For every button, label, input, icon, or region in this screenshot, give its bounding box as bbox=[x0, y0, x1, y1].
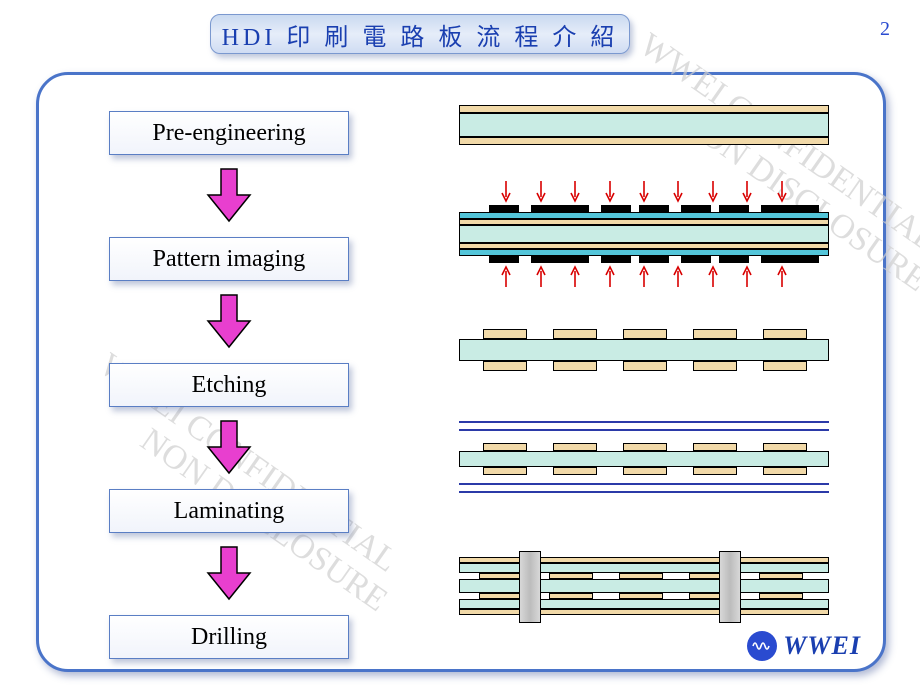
step-drilling: Drilling bbox=[109, 615, 349, 659]
page-number: 2 bbox=[880, 18, 890, 41]
logo-icon bbox=[747, 631, 777, 661]
title-text: HDI 印 刷 電 路 板 流 程 介 紹 bbox=[222, 17, 619, 52]
flow-arrow-icon bbox=[206, 545, 252, 601]
diagram-laminating bbox=[459, 421, 829, 501]
flow-arrow-icon bbox=[206, 167, 252, 223]
flowchart-column: Pre-engineering Pattern imaging Etching … bbox=[99, 111, 359, 659]
diagram-pattern-imaging bbox=[459, 179, 829, 289]
diagram-pre-engineering bbox=[459, 105, 829, 145]
step-laminating: Laminating bbox=[109, 489, 349, 533]
flow-arrow-icon bbox=[206, 293, 252, 349]
logo-text: WWEI bbox=[783, 631, 861, 661]
page-title: HDI 印 刷 電 路 板 流 程 介 紹 bbox=[210, 14, 630, 54]
brand-logo: WWEI bbox=[747, 631, 861, 661]
flow-arrow-icon bbox=[206, 419, 252, 475]
diagram-etching bbox=[459, 329, 829, 371]
step-pre-engineering: Pre-engineering bbox=[109, 111, 349, 155]
exposure-arrows-up bbox=[459, 265, 829, 289]
step-etching: Etching bbox=[109, 363, 349, 407]
exposure-arrows-down bbox=[459, 179, 829, 203]
main-frame: WWEI CONFIDENTIAL NON DISCLOSURE WWEI CO… bbox=[36, 72, 886, 672]
step-pattern-imaging: Pattern imaging bbox=[109, 237, 349, 281]
diagram-drilling bbox=[459, 557, 829, 619]
diagram-column bbox=[459, 105, 839, 619]
